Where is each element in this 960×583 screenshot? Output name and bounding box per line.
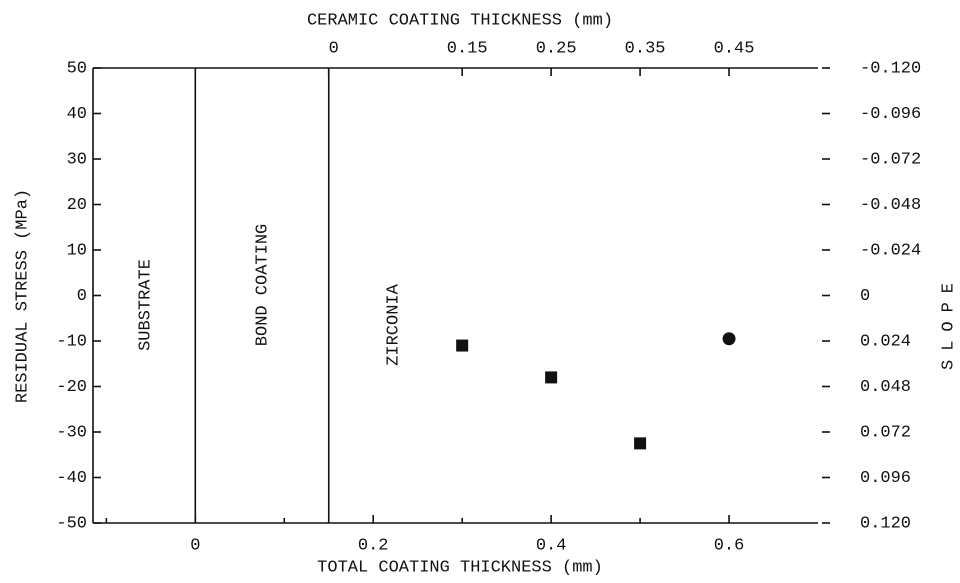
left-axis-label: RESIDUAL STRESS (MPa) xyxy=(13,189,32,403)
x2-tick-label: 0.45 xyxy=(714,39,755,58)
y-tick-label: -10 xyxy=(56,332,87,351)
x-tick-label: 0.6 xyxy=(714,536,745,555)
y-tick-label: 50 xyxy=(67,59,87,78)
x2-tick-label: 0.25 xyxy=(536,39,577,58)
y-tick-label: 0 xyxy=(77,287,87,306)
y-tick-label: 40 xyxy=(67,105,87,124)
y-tick-label: -40 xyxy=(56,469,87,488)
point xyxy=(456,339,469,352)
x2-tick-label: 0 xyxy=(329,39,339,58)
right-axis-label: SLOPE xyxy=(939,274,958,370)
y-tick-label: -30 xyxy=(56,423,87,442)
y2-tick-label: -0.120 xyxy=(860,59,921,78)
y-tick-label: -50 xyxy=(56,514,87,533)
point xyxy=(722,332,736,346)
x-tick-label: 0 xyxy=(190,536,200,555)
x2-tick-label: 0.15 xyxy=(447,39,488,58)
region-label: SUBSTRATE xyxy=(136,259,155,351)
point xyxy=(634,437,647,450)
region-label: BOND COATING xyxy=(253,224,272,346)
y-tick-label: 10 xyxy=(67,241,87,260)
y2-tick-label: -0.024 xyxy=(860,241,921,260)
region-label: ZIRCONIA xyxy=(384,283,403,365)
x-tick-label: 0.4 xyxy=(536,536,567,555)
y2-tick-label: -0.096 xyxy=(860,105,921,124)
y2-tick-label: -0.072 xyxy=(860,150,921,169)
x2-tick-label: 0.35 xyxy=(625,39,666,58)
y2-tick-label: 0.072 xyxy=(860,423,911,442)
y-tick-label: 30 xyxy=(67,150,87,169)
y-tick-label: 20 xyxy=(67,196,87,215)
y2-tick-label: 0 xyxy=(860,287,870,306)
y2-tick-label: 0.096 xyxy=(860,469,911,488)
x-tick-label: 0.2 xyxy=(358,536,389,555)
y2-tick-label: -0.048 xyxy=(860,196,921,215)
y2-tick-label: 0.024 xyxy=(860,332,911,351)
bottom-axis-label: TOTAL COATING THICKNESS (mm) xyxy=(317,558,603,577)
point xyxy=(545,371,558,384)
y-tick-label: -20 xyxy=(56,378,87,397)
y2-tick-label: 0.120 xyxy=(860,514,911,533)
top-axis-label: CERAMIC COATING THICKNESS (mm) xyxy=(307,11,613,30)
y2-tick-label: 0.048 xyxy=(860,378,911,397)
